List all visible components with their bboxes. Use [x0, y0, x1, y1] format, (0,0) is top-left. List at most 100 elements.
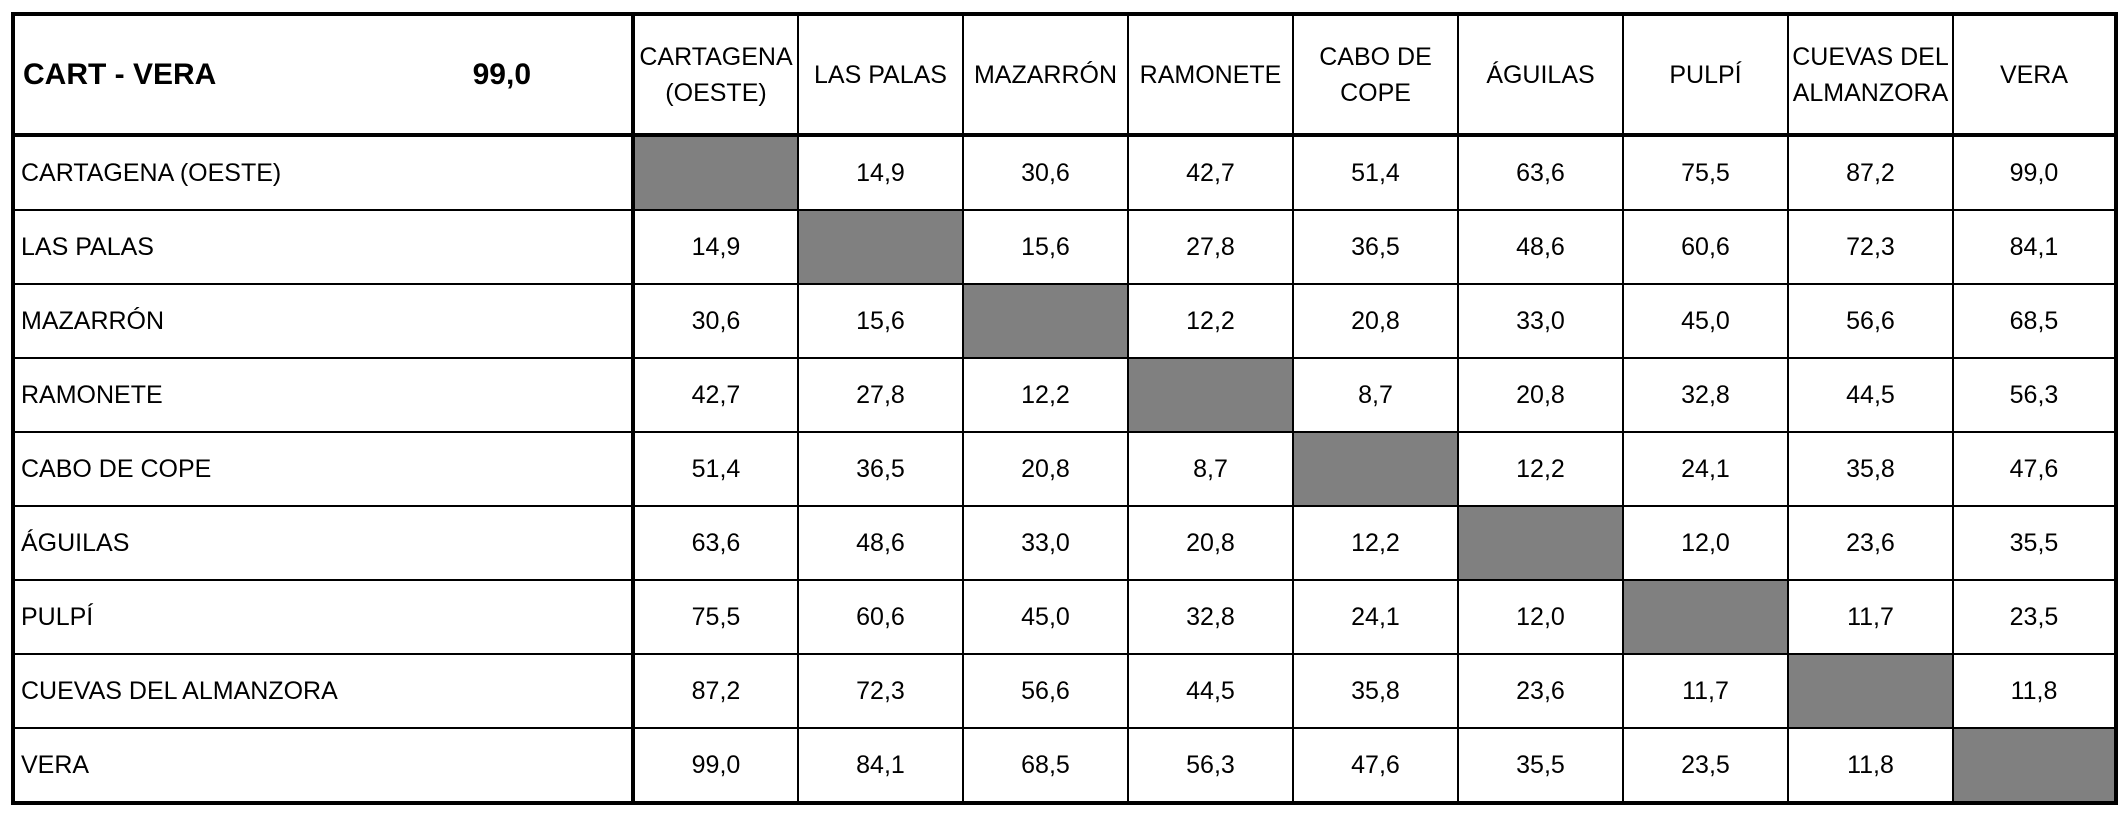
distance-cell[interactable]: 30,6 — [632, 283, 799, 359]
diagonal-cell[interactable] — [632, 134, 799, 211]
distance-cell[interactable]: 63,6 — [632, 505, 799, 581]
diagonal-cell[interactable] — [1622, 579, 1789, 655]
distance-cell[interactable]: 24,1 — [1292, 579, 1459, 655]
distance-cell[interactable]: 72,3 — [1787, 209, 1954, 285]
distance-cell[interactable]: 12,0 — [1622, 505, 1789, 581]
row-label[interactable]: CUEVAS DEL ALMANZORA — [12, 653, 635, 729]
distance-cell[interactable]: 48,6 — [1457, 209, 1624, 285]
column-header[interactable]: CUEVAS DEL ALMANZORA — [1787, 13, 1954, 137]
column-header[interactable]: CABO DE COPE — [1292, 13, 1459, 137]
distance-cell[interactable]: 15,6 — [962, 209, 1129, 285]
distance-cell[interactable]: 11,8 — [1952, 653, 2117, 729]
column-header[interactable]: VERA — [1952, 13, 2117, 137]
distance-cell[interactable]: 12,2 — [1127, 283, 1294, 359]
diagonal-cell[interactable] — [1127, 357, 1294, 433]
row-label[interactable]: ÁGUILAS — [12, 505, 635, 581]
distance-cell[interactable]: 11,7 — [1622, 653, 1789, 729]
distance-cell[interactable]: 23,6 — [1457, 653, 1624, 729]
distance-cell[interactable]: 87,2 — [1787, 134, 1954, 211]
distance-cell[interactable]: 32,8 — [1622, 357, 1789, 433]
distance-cell[interactable]: 12,2 — [1457, 431, 1624, 507]
distance-cell[interactable]: 36,5 — [797, 431, 964, 507]
distance-cell[interactable]: 75,5 — [1622, 134, 1789, 211]
distance-cell[interactable]: 35,5 — [1457, 727, 1624, 804]
diagonal-cell[interactable] — [1292, 431, 1459, 507]
distance-cell[interactable]: 8,7 — [1292, 357, 1459, 433]
column-header[interactable]: LAS PALAS — [797, 13, 964, 137]
distance-cell[interactable]: 35,8 — [1787, 431, 1954, 507]
distance-cell[interactable]: 11,7 — [1787, 579, 1954, 655]
diagonal-cell[interactable] — [1787, 653, 1954, 729]
distance-cell[interactable]: 15,6 — [797, 283, 964, 359]
row-label[interactable]: PULPÍ — [12, 579, 635, 655]
diagonal-cell[interactable] — [797, 209, 964, 285]
diagonal-cell[interactable] — [962, 283, 1129, 359]
distance-cell[interactable]: 24,1 — [1622, 431, 1789, 507]
distance-cell[interactable]: 84,1 — [797, 727, 964, 804]
distance-cell[interactable]: 12,2 — [1292, 505, 1459, 581]
distance-cell[interactable]: 33,0 — [1457, 283, 1624, 359]
row-label[interactable]: VERA — [12, 727, 635, 804]
distance-cell[interactable]: 47,6 — [1952, 431, 2117, 507]
distance-cell[interactable]: 14,9 — [632, 209, 799, 285]
distance-cell[interactable]: 68,5 — [962, 727, 1129, 804]
distance-cell[interactable]: 42,7 — [1127, 134, 1294, 211]
distance-cell[interactable]: 32,8 — [1127, 579, 1294, 655]
distance-cell[interactable]: 27,8 — [797, 357, 964, 433]
distance-cell[interactable]: 48,6 — [797, 505, 964, 581]
diagonal-cell[interactable] — [1952, 727, 2117, 804]
distance-cell[interactable]: 44,5 — [1127, 653, 1294, 729]
column-header[interactable]: CARTAGENA (OESTE) — [632, 13, 799, 137]
diagonal-cell[interactable] — [1457, 505, 1624, 581]
row-label[interactable]: RAMONETE — [12, 357, 635, 433]
distance-cell[interactable]: 20,8 — [962, 431, 1129, 507]
distance-cell[interactable]: 20,8 — [1127, 505, 1294, 581]
distance-cell[interactable]: 56,3 — [1952, 357, 2117, 433]
distance-cell[interactable]: 45,0 — [962, 579, 1129, 655]
column-header[interactable]: PULPÍ — [1622, 13, 1789, 137]
distance-cell[interactable]: 99,0 — [1952, 134, 2117, 211]
distance-cell[interactable]: 68,5 — [1952, 283, 2117, 359]
distance-cell[interactable]: 12,2 — [962, 357, 1129, 433]
distance-cell[interactable]: 84,1 — [1952, 209, 2117, 285]
distance-cell[interactable]: 99,0 — [632, 727, 799, 804]
distance-cell[interactable]: 23,5 — [1622, 727, 1789, 804]
distance-cell[interactable]: 87,2 — [632, 653, 799, 729]
distance-cell[interactable]: 33,0 — [962, 505, 1129, 581]
distance-cell[interactable]: 60,6 — [1622, 209, 1789, 285]
distance-cell[interactable]: 12,0 — [1457, 579, 1624, 655]
column-header[interactable]: ÁGUILAS — [1457, 13, 1624, 137]
distance-cell[interactable]: 36,5 — [1292, 209, 1459, 285]
distance-cell[interactable]: 8,7 — [1127, 431, 1294, 507]
distance-cell[interactable]: 60,6 — [797, 579, 964, 655]
distance-cell[interactable]: 23,5 — [1952, 579, 2117, 655]
distance-cell[interactable]: 11,8 — [1787, 727, 1954, 804]
distance-cell[interactable]: 14,9 — [797, 134, 964, 211]
row-label[interactable]: CARTAGENA (OESTE) — [12, 134, 635, 211]
row-label[interactable]: MAZARRÓN — [12, 283, 635, 359]
distance-cell[interactable]: 51,4 — [1292, 134, 1459, 211]
distance-cell[interactable]: 20,8 — [1457, 357, 1624, 433]
distance-cell[interactable]: 72,3 — [797, 653, 964, 729]
title-cell[interactable]: CART - VERA 99,0 — [12, 13, 635, 137]
distance-cell[interactable]: 45,0 — [1622, 283, 1789, 359]
distance-cell[interactable]: 56,6 — [1787, 283, 1954, 359]
row-label[interactable]: LAS PALAS — [12, 209, 635, 285]
distance-cell[interactable]: 75,5 — [632, 579, 799, 655]
distance-cell[interactable]: 35,5 — [1952, 505, 2117, 581]
distance-cell[interactable]: 27,8 — [1127, 209, 1294, 285]
distance-cell[interactable]: 20,8 — [1292, 283, 1459, 359]
distance-cell[interactable]: 44,5 — [1787, 357, 1954, 433]
distance-cell[interactable]: 42,7 — [632, 357, 799, 433]
column-header[interactable]: RAMONETE — [1127, 13, 1294, 137]
distance-cell[interactable]: 23,6 — [1787, 505, 1954, 581]
column-header[interactable]: MAZARRÓN — [962, 13, 1129, 137]
distance-cell[interactable]: 47,6 — [1292, 727, 1459, 804]
row-label[interactable]: CABO DE COPE — [12, 431, 635, 507]
distance-cell[interactable]: 51,4 — [632, 431, 799, 507]
distance-cell[interactable]: 56,3 — [1127, 727, 1294, 804]
distance-cell[interactable]: 56,6 — [962, 653, 1129, 729]
distance-cell[interactable]: 30,6 — [962, 134, 1129, 211]
distance-cell[interactable]: 63,6 — [1457, 134, 1624, 211]
distance-cell[interactable]: 35,8 — [1292, 653, 1459, 729]
